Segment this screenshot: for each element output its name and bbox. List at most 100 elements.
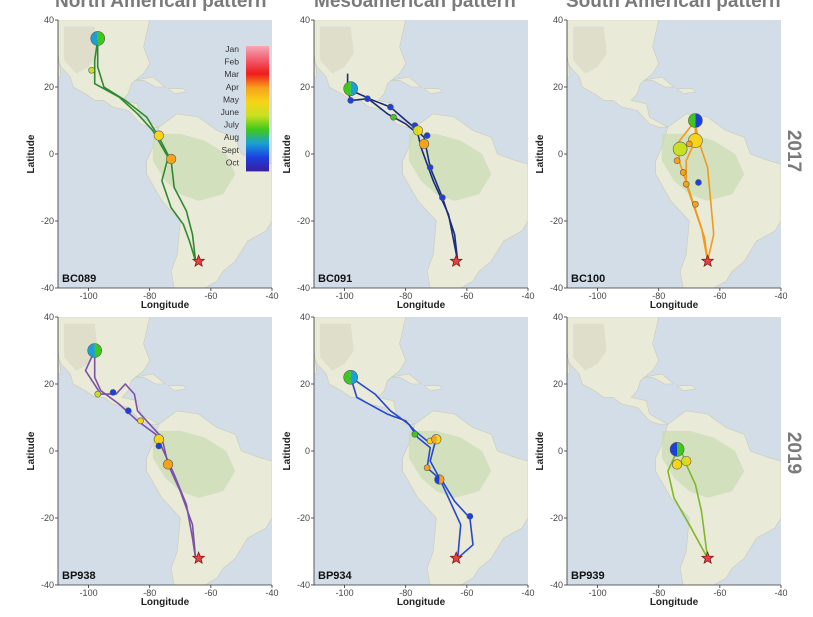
x-tick-label: -60 xyxy=(460,291,473,301)
y-tick-label: 20 xyxy=(300,82,310,92)
forest-region xyxy=(152,430,236,498)
stopover-point xyxy=(155,442,163,450)
baja-land xyxy=(314,343,318,375)
hispaniola-land xyxy=(167,385,188,392)
y-tick-label: 20 xyxy=(553,379,563,389)
stopover-pie xyxy=(681,455,692,467)
pie-slice xyxy=(434,474,440,485)
panel-id-label: BP934 xyxy=(318,570,353,582)
y-axis-label: Latitude xyxy=(26,134,37,173)
pie-slice xyxy=(97,31,105,46)
y-tick-label: 20 xyxy=(44,82,54,92)
column-title-south-american: South American pattern xyxy=(566,0,781,12)
panel-BP938: -100 -80 -60 -40 -40 -20 0 20 40 Longitude Latitud… xyxy=(26,312,279,608)
y-tick-label: -20 xyxy=(297,513,310,523)
stopover-pie xyxy=(343,369,358,385)
arid-region xyxy=(64,26,98,74)
hispaniola-land xyxy=(676,385,697,392)
y-axis-label: Latitude xyxy=(535,134,546,173)
stopover-point xyxy=(125,407,132,415)
pie-outline xyxy=(343,369,358,385)
baja-land xyxy=(567,46,571,78)
stopover-point xyxy=(411,430,419,438)
panel-BC091: -100 -80 -60 -40 -40 -20 0 20 40 Longitude Latitud… xyxy=(282,15,535,311)
hispaniola-land xyxy=(167,88,188,95)
y-tick-label: 20 xyxy=(553,82,563,92)
y-tick-label: 40 xyxy=(300,15,310,25)
pie-slice xyxy=(417,125,423,136)
x-tick-label: -40 xyxy=(521,291,534,301)
legend-month-label: June xyxy=(221,107,240,117)
x-axis-label: Longitude xyxy=(650,300,699,311)
release-site-star xyxy=(191,254,206,268)
x-axis-label: Longitude xyxy=(141,300,190,311)
y-tick-label: 40 xyxy=(44,15,54,25)
stopover-point xyxy=(679,169,687,176)
panel-id-label: BC089 xyxy=(62,273,96,285)
y-tick-label: 0 xyxy=(49,446,54,456)
legend-month-label: Feb xyxy=(224,57,239,67)
release-site-star xyxy=(449,551,463,565)
y-tick-label: -20 xyxy=(41,216,54,226)
arid-region xyxy=(573,323,607,371)
land-layer xyxy=(314,317,528,585)
y-tick-label: 0 xyxy=(305,446,310,456)
pie-slice xyxy=(439,474,445,485)
panel-BP934: -100 -80 -60 -40 -40 -20 0 20 40 Longitude Latitud… xyxy=(282,312,535,608)
baja-land xyxy=(567,343,571,375)
x-axis-label: Longitude xyxy=(397,597,446,608)
legend-month-label: Sept xyxy=(222,145,240,155)
pie-slice xyxy=(677,442,685,457)
stopover-point xyxy=(682,180,690,188)
pie-outline xyxy=(688,113,703,128)
y-tick-label: 0 xyxy=(305,149,310,159)
stopover-point xyxy=(423,464,431,472)
y-tick-label: -40 xyxy=(550,283,563,293)
panel-id-label: BP938 xyxy=(62,570,96,582)
stopover-pie xyxy=(431,434,442,445)
stopover-point xyxy=(671,459,683,470)
panel-id-label: BC091 xyxy=(318,273,352,285)
pie-slice xyxy=(670,442,678,457)
x-axis-label: Longitude xyxy=(650,597,699,608)
land-layer xyxy=(58,20,272,288)
y-axis-label: Latitude xyxy=(282,431,293,470)
panel-BC100: -100 -80 -60 -40 -40 -20 0 20 40 Longitude Latitud… xyxy=(535,15,788,311)
y-tick-label: 20 xyxy=(44,379,54,389)
land-layer xyxy=(58,317,272,585)
forest-region xyxy=(408,133,492,201)
baja-land xyxy=(58,343,62,375)
hispaniola-land xyxy=(423,88,444,95)
y-tick-label: 40 xyxy=(300,312,310,322)
y-axis-label: Latitude xyxy=(535,431,546,470)
land-layer xyxy=(567,317,781,585)
cuba-land xyxy=(390,76,422,88)
track-line xyxy=(676,120,709,262)
row-label-2017: 2017 xyxy=(783,129,805,173)
pie-outline xyxy=(669,442,685,457)
stopover-point xyxy=(418,138,430,150)
hispaniola-land xyxy=(676,88,697,95)
stopover-point xyxy=(347,97,354,104)
stopover-pie xyxy=(87,343,102,358)
stopover-pie xyxy=(669,442,685,457)
x-tick-label: -60 xyxy=(713,588,726,598)
release-site-star xyxy=(449,254,463,268)
x-axis-label: Longitude xyxy=(141,597,190,608)
track-line xyxy=(93,39,197,262)
arid-region xyxy=(320,323,354,371)
y-axis-label: Latitude xyxy=(282,134,293,173)
y-tick-label: 40 xyxy=(553,15,563,25)
track-line xyxy=(350,376,474,559)
pie-slice xyxy=(681,456,687,466)
x-tick-label: -80 xyxy=(143,588,156,598)
release-site-star xyxy=(700,551,715,565)
track-line xyxy=(93,350,197,559)
stopover-point xyxy=(162,459,174,470)
legend-month-label: Aug xyxy=(224,132,239,142)
x-tick-label: -80 xyxy=(652,588,665,598)
legend-month-label: May xyxy=(223,94,240,104)
stopover-point xyxy=(94,390,102,398)
x-tick-label: -100 xyxy=(80,588,98,598)
